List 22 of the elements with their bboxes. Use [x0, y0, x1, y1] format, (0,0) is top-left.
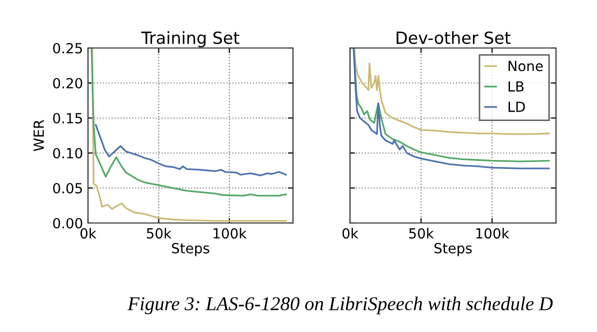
- caption: Figure 3: LAS-6-1280 on LibriSpeech with schedule D: [128, 296, 553, 314]
- x-tick-label: 100k: [476, 228, 510, 239]
- chart-title: Dev-other Set: [396, 31, 511, 44]
- x-tick-label: 0k: [342, 228, 358, 239]
- x-axis-title: Steps: [172, 242, 210, 256]
- x-tick-label: 100k: [214, 228, 247, 239]
- y-tick-label: 0.15: [53, 112, 82, 124]
- x-tick-label: 0k: [80, 228, 96, 239]
- y-tick-label: 0.10: [53, 148, 82, 158]
- y-tick-label: 0.00: [53, 218, 82, 228]
- legend-label: None: [508, 60, 543, 72]
- y-tick-label: 0.20: [53, 78, 82, 88]
- y-tick-label: 0.25: [53, 42, 82, 54]
- line-series: [94, 124, 287, 176]
- y-axis-title: WER: [34, 120, 44, 152]
- legend-label: LD: [508, 102, 525, 112]
- chart-title: Training Set: [141, 31, 240, 48]
- legend-label: LB: [508, 81, 524, 92]
- x-axis-title: Steps: [434, 242, 472, 256]
- y-tick-label: 0.05: [53, 182, 82, 194]
- x-tick-label: 50k: [409, 228, 434, 239]
- x-tick-label: 50k: [146, 228, 172, 239]
